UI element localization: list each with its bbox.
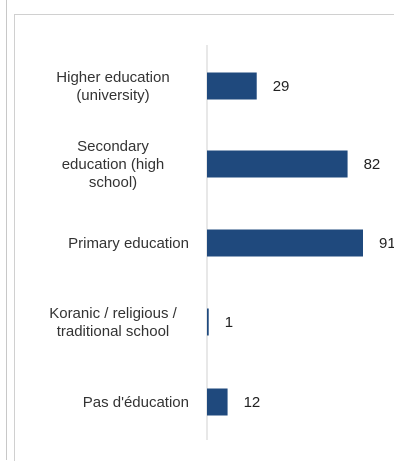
category-label-4: Pas d'éducation: [83, 394, 189, 411]
category-label-3: Koranic / religious / traditional school: [49, 305, 177, 340]
category-label-0: Higher education (university): [56, 69, 169, 104]
left-frame-border: [0, 0, 7, 460]
value-label-2: 91: [379, 235, 394, 252]
bar-0: [207, 72, 257, 100]
value-label-3: 1: [225, 314, 233, 331]
value-label-0: 29: [273, 78, 290, 95]
bar-4: [207, 388, 228, 416]
category-label-2: Primary education: [68, 235, 189, 252]
value-label-4: 12: [244, 394, 261, 411]
bar-1: [207, 150, 348, 178]
value-label-1: 82: [364, 156, 381, 173]
bar-2: [207, 229, 363, 257]
bar-3: [207, 308, 209, 336]
chart-panel: [14, 14, 394, 461]
category-label-1: Secondary education (high school): [62, 138, 165, 191]
